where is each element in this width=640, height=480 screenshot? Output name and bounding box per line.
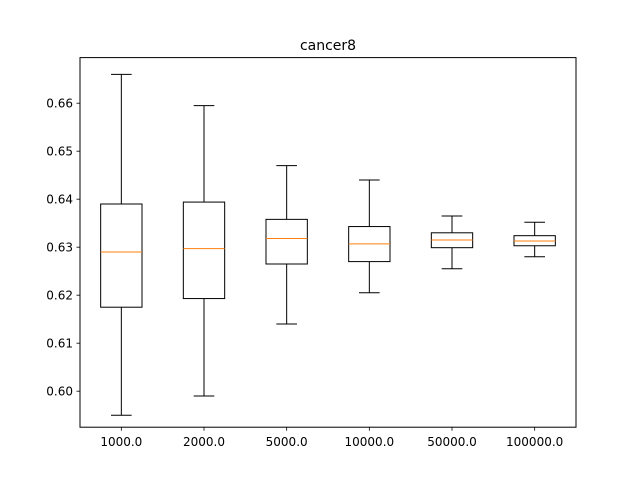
box-group — [430, 215, 474, 270]
plot-area — [100, 73, 556, 416]
y-tick-label: 0.65 — [46, 145, 73, 159]
box-group — [182, 105, 226, 397]
y-tick-label: 0.66 — [46, 97, 73, 111]
box-group — [100, 73, 143, 416]
y-tick-label: 0.62 — [46, 289, 73, 303]
x-tick-label: 10000.0 — [345, 435, 395, 449]
chart-title: cancer8 — [300, 38, 356, 54]
y-tick-label: 0.60 — [46, 385, 73, 399]
y-axis: 0.60 0.61 0.62 0.63 0.64 0.65 0.66 — [46, 97, 80, 399]
y-tick-label: 0.61 — [46, 337, 73, 351]
box — [100, 203, 143, 308]
x-tick-label: 1000.0 — [100, 435, 142, 449]
x-tick-label: 100000.0 — [506, 435, 563, 449]
x-axis: 1000.0 2000.0 5000.0 10000.0 50000.0 100000.0 — [100, 427, 563, 449]
box — [182, 201, 226, 300]
box-group — [348, 179, 391, 294]
x-tick-label: 5000.0 — [266, 435, 308, 449]
y-tick-label: 0.63 — [46, 241, 73, 255]
x-tick-label: 50000.0 — [427, 435, 477, 449]
box — [265, 218, 308, 265]
x-tick-label: 2000.0 — [183, 435, 225, 449]
axes-frame — [79, 57, 577, 428]
y-tick-label: 0.64 — [46, 193, 73, 207]
box-group — [265, 165, 308, 325]
box-group — [513, 221, 556, 258]
